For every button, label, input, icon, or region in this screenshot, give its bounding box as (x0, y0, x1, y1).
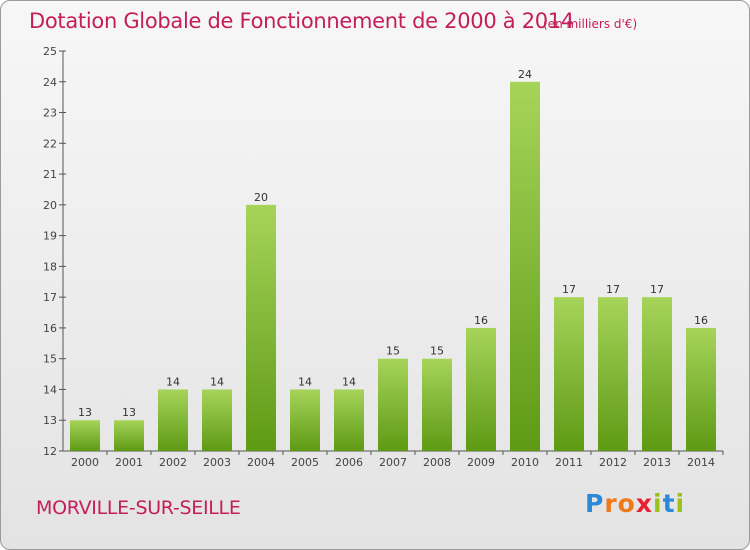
bar-value-label: 15 (386, 345, 400, 358)
bar-2008 (422, 358, 452, 451)
logo-letter: o (617, 489, 636, 518)
bar-value-label: 17 (650, 283, 664, 296)
bar-value-label: 24 (518, 68, 532, 81)
bar-value-label: 20 (254, 191, 268, 204)
x-tick-label: 2012 (599, 456, 627, 469)
bar-value-label: 13 (122, 406, 136, 419)
bar-2003 (202, 389, 232, 451)
bar-value-label: 17 (606, 283, 620, 296)
bar-2011 (554, 297, 584, 451)
x-tick-label: 2010 (511, 456, 539, 469)
commune-name: MORVILLE-SUR-SEILLE (36, 497, 241, 519)
y-tick-label: 12 (43, 445, 57, 458)
chart-axes: 12 13 14 15 16 17 18 19 20 21 22 23 24 25 2000 2001 2002… (43, 45, 724, 469)
bar-2013 (642, 297, 672, 451)
bar-2005 (290, 389, 320, 451)
x-tick-label: 2008 (423, 456, 451, 469)
chart-bars: 13 13 14 14 20 14 14 15 15 16 24 17 17 17 16 (70, 68, 716, 452)
x-tick-label: 2002 (159, 456, 187, 469)
bar-value-label: 16 (694, 314, 708, 327)
x-tick-label: 2013 (643, 456, 671, 469)
logo-letter: P (585, 489, 605, 518)
y-tick-label: 24 (43, 76, 57, 89)
x-tick-label: 2014 (687, 456, 715, 469)
logo-letter: t (662, 489, 676, 518)
logo-letter: i (653, 489, 663, 518)
bar-value-label: 16 (474, 314, 488, 327)
y-tick-label: 19 (43, 230, 57, 243)
bar-2014 (686, 327, 716, 451)
logo-letter: i (675, 489, 686, 518)
bar-2012 (598, 297, 628, 451)
x-tick-label: 2009 (467, 456, 495, 469)
y-tick-label: 17 (43, 291, 57, 304)
bar-2007 (378, 358, 408, 451)
bar-value-label: 14 (342, 375, 356, 388)
bar-value-label: 14 (210, 375, 224, 388)
logo-letter: x (635, 489, 653, 518)
y-tick-label: 25 (43, 45, 57, 58)
y-tick-label: 15 (43, 353, 57, 366)
bar-value-label: 17 (562, 283, 576, 296)
x-tick-label: 2000 (71, 456, 99, 469)
logo-letter: r (604, 489, 618, 518)
proxiti-logo: Proxiti (585, 489, 685, 518)
y-tick-label: 20 (43, 199, 57, 212)
y-tick-label: 13 (43, 414, 57, 427)
x-tick-label: 2003 (203, 456, 231, 469)
bar-value-label: 15 (430, 345, 444, 358)
bar-2002 (158, 389, 188, 451)
bar-value-label: 13 (78, 406, 92, 419)
bar-value-label: 14 (298, 375, 312, 388)
bar-2000 (70, 420, 100, 451)
chart-unit: (en milliers d'€) (543, 17, 638, 31)
bar-2006 (334, 389, 364, 451)
y-tick-label: 14 (43, 383, 57, 396)
chart-title: Dotation Globale de Fonctionnement de 20… (29, 9, 574, 33)
x-tick-label: 2011 (555, 456, 583, 469)
bar-2004 (246, 204, 276, 451)
y-tick-label: 16 (43, 322, 57, 335)
x-tick-label: 2004 (247, 456, 275, 469)
bar-value-label: 14 (166, 375, 180, 388)
x-tick-label: 2001 (115, 456, 143, 469)
bar-2009 (466, 327, 496, 451)
x-tick-label: 2006 (335, 456, 363, 469)
x-tick-label: 2007 (379, 456, 407, 469)
bar-2001 (114, 420, 144, 451)
x-tick-label: 2005 (291, 456, 319, 469)
y-tick-label: 22 (43, 137, 57, 150)
y-tick-label: 21 (43, 168, 57, 181)
bar-2010 (510, 81, 540, 452)
y-tick-label: 18 (43, 260, 57, 273)
y-tick-label: 23 (43, 107, 57, 120)
